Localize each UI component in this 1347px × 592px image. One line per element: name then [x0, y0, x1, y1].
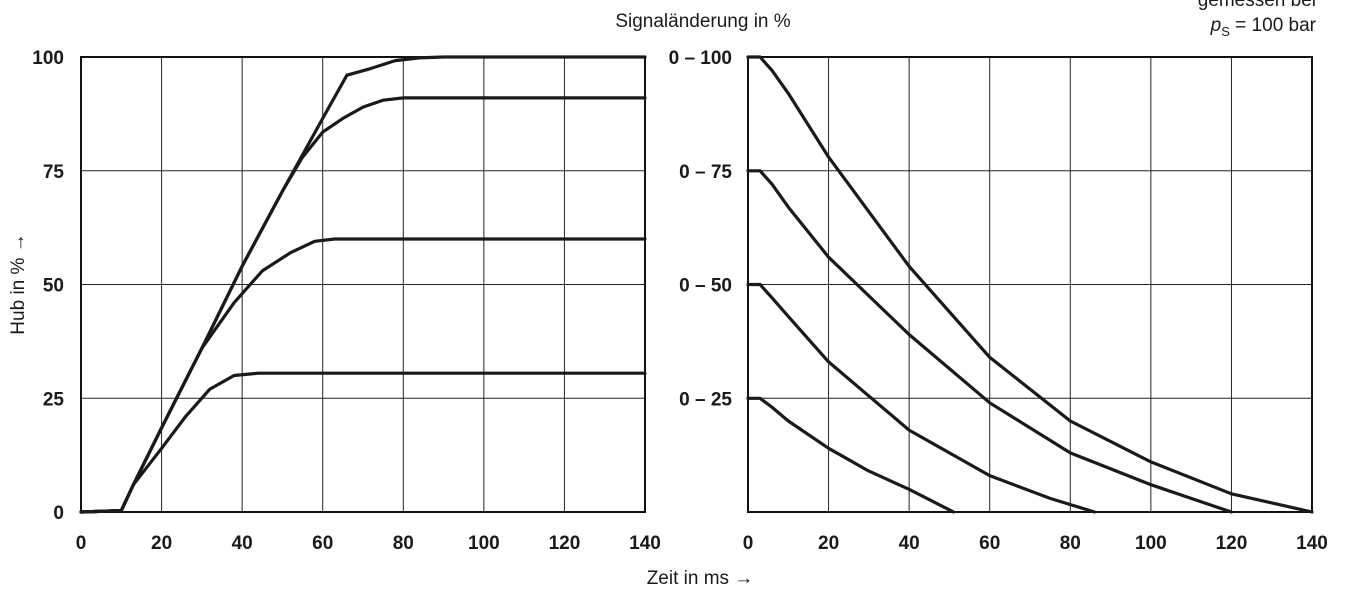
right-x-tick-label: 100 — [1135, 533, 1167, 554]
right-series-line-4 — [746, 396, 956, 514]
right-y-tick-label: 0 – 100 — [669, 48, 732, 69]
left-y-tick-label: 50 — [43, 276, 64, 297]
left-x-tick-label: 140 — [629, 533, 661, 554]
left-x-tick-label: 20 — [151, 533, 172, 554]
left-y-tick-label: 75 — [43, 162, 65, 183]
measurement-note: gemessen bei pS = 100 bar — [1198, 0, 1317, 39]
note-rest: = 100 bar — [1230, 15, 1317, 36]
left-series-line-4 — [79, 371, 647, 514]
note-line-1: gemessen bei — [1198, 0, 1316, 11]
left-x-tick-labels: 0 20 40 60 80 100 120 140 — [76, 533, 661, 554]
note-p-subscript: S — [1221, 24, 1230, 39]
left-x-tick-label: 60 — [312, 533, 333, 554]
left-x-tick-label: 120 — [549, 533, 581, 554]
right-grid — [748, 57, 1312, 512]
note-line-2: pS = 100 bar — [1210, 15, 1317, 39]
note-p-symbol: p — [1210, 15, 1222, 36]
right-x-tick-label: 80 — [1060, 533, 1081, 554]
right-x-tick-label: 120 — [1216, 533, 1248, 554]
left-series-group — [79, 55, 647, 514]
left-y-tick-label: 100 — [32, 48, 64, 69]
x-axis-label: Zeit in ms → — [647, 568, 754, 589]
right-chart-title: Signaländerung in % — [615, 11, 790, 32]
y-axis-label: Hub in % → — [8, 233, 29, 334]
right-y-tick-label: 0 – 75 — [679, 162, 732, 183]
left-series-line-2 — [79, 96, 647, 514]
right-series-group — [746, 55, 1314, 514]
left-x-tick-label: 0 — [76, 533, 87, 554]
right-x-tick-label: 60 — [979, 533, 1000, 554]
left-series-line-3 — [79, 237, 647, 514]
right-series-line-1 — [746, 55, 1314, 514]
right-y-tick-label: 0 – 25 — [679, 389, 732, 410]
right-series-line-3 — [746, 282, 1097, 514]
right-x-tick-label: 20 — [818, 533, 839, 554]
left-grid — [81, 57, 645, 512]
left-y-tick-label: 0 — [53, 503, 64, 524]
right-y-tick-label: 0 – 50 — [679, 276, 732, 297]
right-y-tick-labels: 0 – 25 0 – 50 0 – 75 0 – 100 — [669, 48, 733, 410]
left-y-tick-label: 25 — [43, 389, 65, 410]
left-chart-panel: 0 20 40 60 80 100 120 140 0 25 50 75 100 Hub in % → — [8, 48, 661, 554]
right-x-tick-label: 0 — [743, 533, 754, 554]
right-chart-panel: 0 20 40 60 80 100 120 140 0 – 250 – 500 – 750 –… — [615, 11, 1328, 554]
right-x-tick-label: 40 — [899, 533, 920, 554]
right-x-tick-label: 140 — [1296, 533, 1328, 554]
left-x-tick-label: 100 — [468, 533, 500, 554]
right-series-line-2 — [746, 169, 1233, 514]
right-x-tick-labels: 0 20 40 60 80 100 120 140 — [743, 533, 1328, 554]
left-x-tick-label: 40 — [232, 533, 253, 554]
left-x-tick-label: 80 — [393, 533, 414, 554]
left-y-tick-labels: 0 25 50 75 100 — [32, 48, 64, 524]
